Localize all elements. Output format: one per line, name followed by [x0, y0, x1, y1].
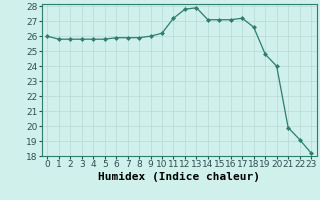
X-axis label: Humidex (Indice chaleur): Humidex (Indice chaleur) — [98, 172, 260, 182]
